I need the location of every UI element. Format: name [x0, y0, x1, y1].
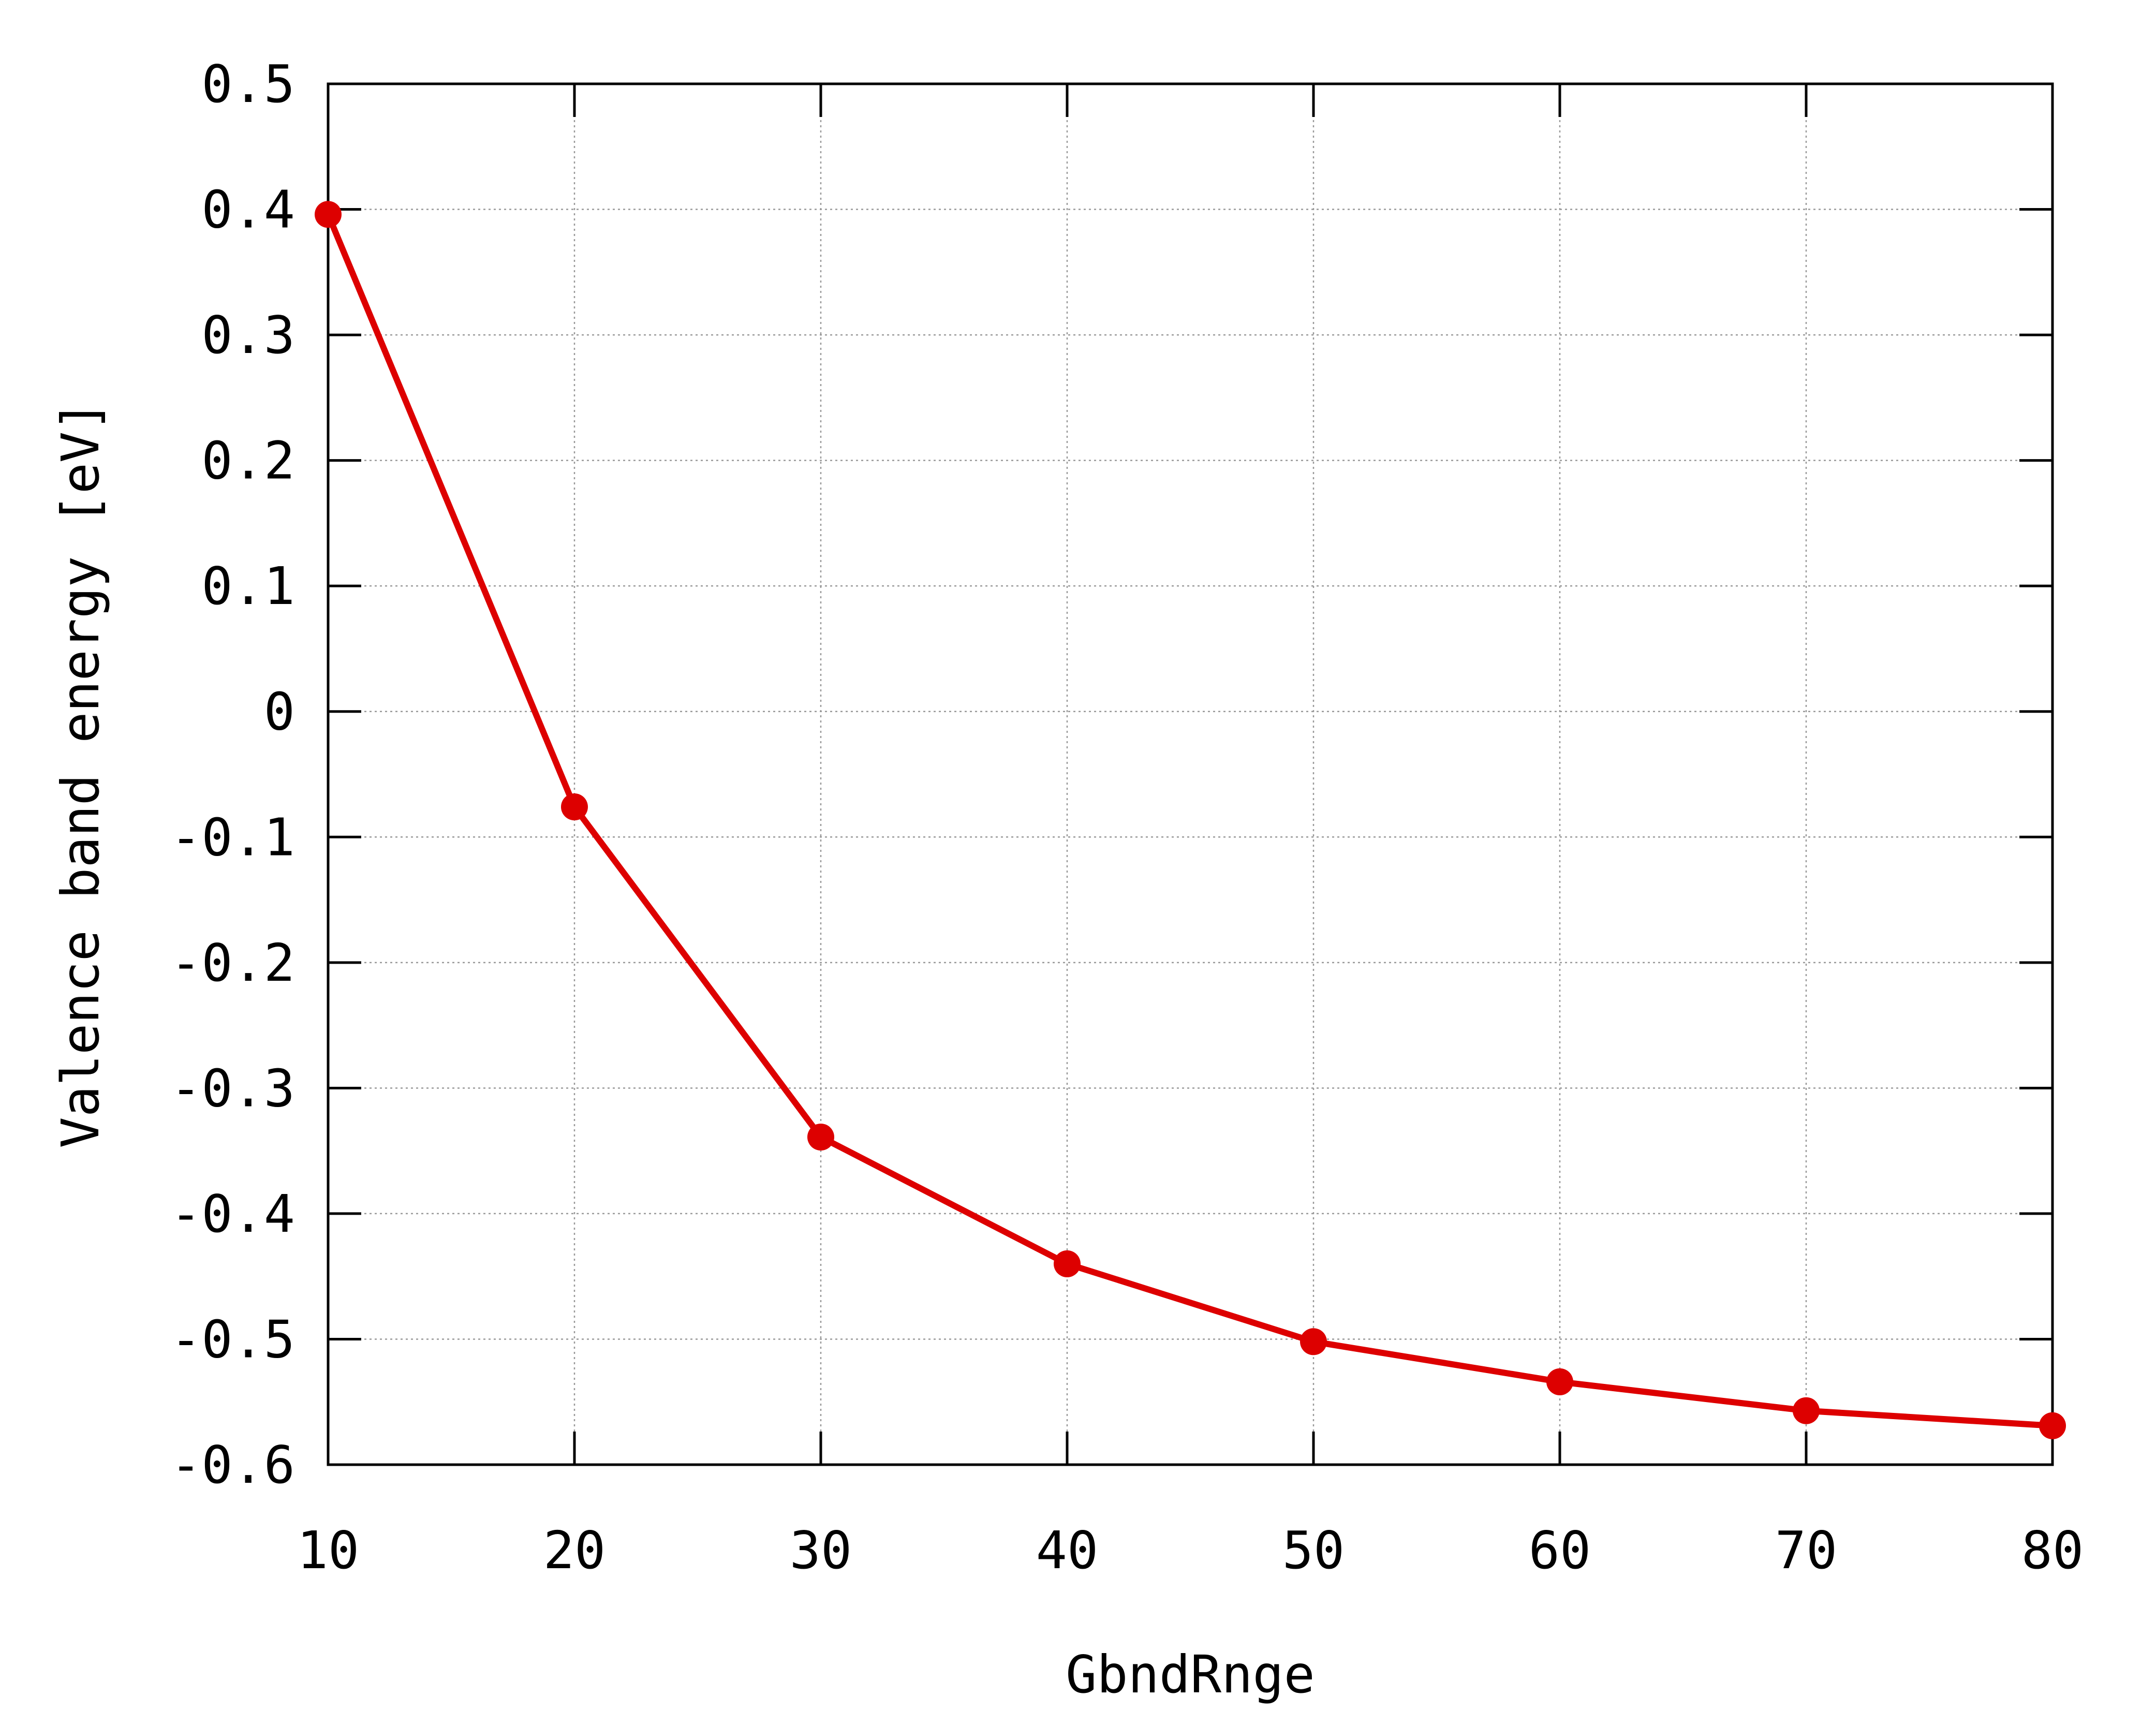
data-point [807, 1123, 834, 1151]
y-tick-label: -0.2 [170, 933, 295, 993]
x-tick-labels: 10 20 30 40 50 60 70 80 [297, 1520, 2084, 1581]
y-tick-label: 0.3 [201, 305, 295, 365]
data-point [561, 793, 588, 821]
x-tick-label: 20 [543, 1520, 606, 1581]
x-tick-label: 80 [2021, 1520, 2084, 1581]
x-tick-label: 10 [297, 1520, 359, 1581]
data-point [1054, 1250, 1081, 1277]
y-axis-label: Valence band energy [eV] [50, 401, 111, 1148]
y-tick-label: 0 [264, 682, 295, 742]
data-point [315, 201, 342, 228]
x-axis-label: GbndRnge [1066, 1644, 1315, 1705]
y-tick-label: -0.1 [170, 807, 295, 867]
x-tick-label: 60 [1529, 1520, 1591, 1581]
data-point [1300, 1328, 1327, 1355]
x-tick-label: 30 [790, 1520, 852, 1581]
y-tick-label: 0.5 [201, 54, 295, 114]
x-tick-label: 50 [1282, 1520, 1345, 1581]
data-point [1793, 1397, 1820, 1424]
y-tick-label: -0.3 [170, 1058, 295, 1118]
data-point [1546, 1368, 1573, 1395]
y-tick-label: 0.2 [201, 431, 295, 491]
y-tick-label: -0.6 [170, 1435, 295, 1495]
y-tick-label: 0.4 [201, 180, 295, 240]
y-tick-label: 0.1 [201, 556, 295, 616]
x-tick-label: 70 [1775, 1520, 1837, 1581]
y-tick-label: -0.4 [170, 1184, 295, 1244]
y-tick-labels: 0.5 0.4 0.3 0.2 0.1 0 -0.1 -0.2 -0.3 -0.4 -0.5 -0.6 [170, 54, 295, 1495]
plot-frame [327, 82, 2054, 1466]
x-tick-label: 40 [1036, 1520, 1098, 1581]
data-series [315, 201, 2066, 1439]
grid-lines [328, 84, 2052, 1465]
series-line [325, 211, 2056, 1429]
y-tick-label: -0.5 [170, 1309, 295, 1369]
data-point [2039, 1412, 2066, 1439]
